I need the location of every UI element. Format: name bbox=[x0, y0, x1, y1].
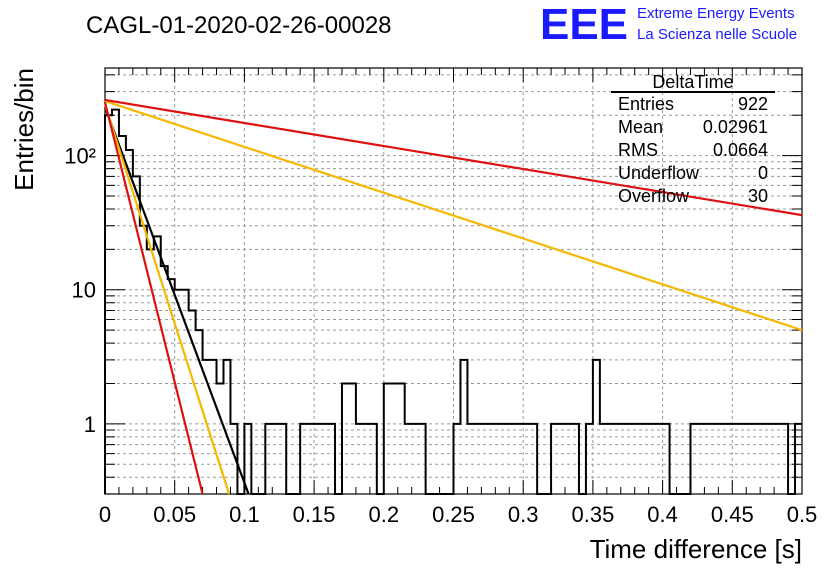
fit-curve bbox=[103, 106, 250, 495]
y-tick-labels: 1 10 10² bbox=[64, 144, 96, 437]
x-tick-label: 0.1 bbox=[229, 502, 260, 527]
stats-value: 30 bbox=[748, 186, 768, 206]
fit-curve bbox=[104, 100, 803, 332]
x-tick-label: 0 bbox=[99, 502, 111, 527]
histogram bbox=[104, 108, 802, 495]
eee-logo-mark: EEE bbox=[540, 0, 628, 49]
stats-label: Mean bbox=[618, 117, 663, 137]
stats-box-title: DeltaTime bbox=[652, 72, 733, 92]
fit-curve bbox=[103, 104, 231, 495]
x-tick-label: 0.35 bbox=[571, 502, 614, 527]
y-tick-label: 10² bbox=[64, 144, 96, 169]
chart-title: CAGL-01-2020-02-26-00028 bbox=[86, 12, 392, 39]
stats-label: Overflow bbox=[618, 186, 690, 206]
stats-value: 922 bbox=[738, 94, 768, 114]
y-tick-label: 1 bbox=[84, 412, 96, 437]
fit-curve bbox=[104, 98, 803, 217]
x-tick-label: 0.2 bbox=[369, 502, 400, 527]
x-tick-label: 0.05 bbox=[153, 502, 196, 527]
stats-label: Entries bbox=[618, 94, 674, 114]
x-tick-label: 0.4 bbox=[647, 502, 678, 527]
stats-value: 0 bbox=[758, 163, 768, 183]
x-tick-label: 0.25 bbox=[432, 502, 475, 527]
histogram-outline bbox=[104, 108, 802, 495]
stats-box: DeltaTime Entries 922 Mean 0.02961 RMS 0.0664… bbox=[611, 72, 775, 206]
eee-logo: EEE Extreme Energy Events La Scienza nel… bbox=[540, 0, 797, 49]
stats-rows: Entries 922 Mean 0.02961 RMS 0.0664 Underflow 0… bbox=[618, 94, 768, 206]
stats-value: 0.02961 bbox=[703, 117, 768, 137]
axis-ticks bbox=[104, 68, 803, 495]
stats-label: RMS bbox=[618, 140, 658, 160]
y-tick-label: 10 bbox=[72, 278, 96, 303]
stats-value: 0.0664 bbox=[713, 140, 768, 160]
fit-curves bbox=[103, 98, 803, 495]
fit-curve bbox=[103, 101, 204, 495]
eee-logo-line2: La Scienza nelle Scuole bbox=[637, 26, 797, 43]
eee-logo-line1: Extreme Energy Events bbox=[637, 5, 795, 22]
x-tick-label: 0.15 bbox=[293, 502, 336, 527]
x-tick-label: 0.45 bbox=[711, 502, 754, 527]
x-tick-label: 0.5 bbox=[787, 502, 818, 527]
y-axis-label: Entries/bin bbox=[9, 68, 39, 191]
x-axis-label: Time difference [s] bbox=[590, 534, 802, 564]
x-tick-label: 0.3 bbox=[508, 502, 539, 527]
x-tick-labels: 0 0.05 0.1 0.15 0.2 0.25 0.3 0.35 0.4 0.45 0.5 bbox=[99, 502, 817, 527]
stats-label: Underflow bbox=[618, 163, 700, 183]
